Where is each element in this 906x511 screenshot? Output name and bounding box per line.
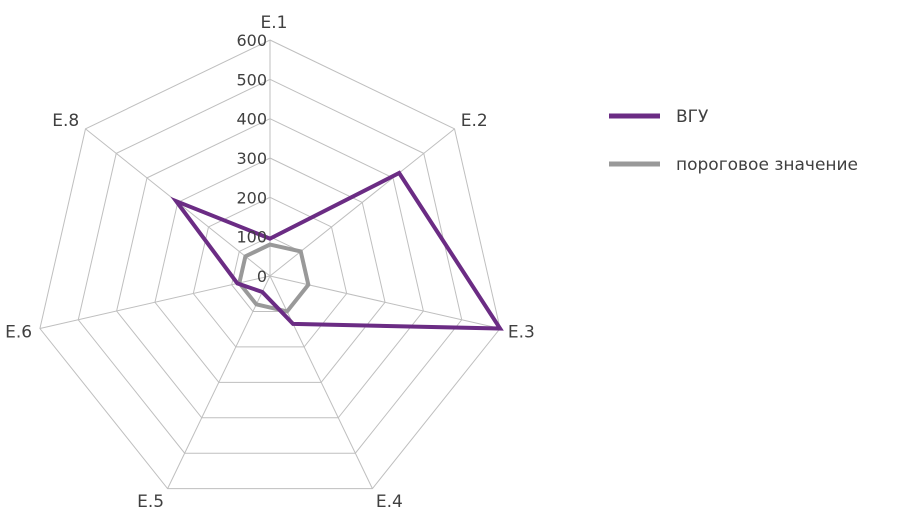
tick-label: 100 <box>236 228 267 247</box>
category-label: E.6 <box>5 323 32 343</box>
tick-label: 400 <box>236 110 267 129</box>
tick-label: 500 <box>236 70 267 89</box>
series-lines <box>170 170 504 331</box>
category-label: E.3 <box>508 323 535 343</box>
legend: ВГУ пороговое значение <box>609 107 858 175</box>
grid-ring <box>39 39 501 490</box>
tick-label: 600 <box>236 31 267 50</box>
axis-labels: E.1 E.2 E.3 E.4 E.5 E.6 E.8 <box>5 13 535 511</box>
category-label: E.5 <box>137 492 164 511</box>
grid-spoke <box>269 128 455 277</box>
grid-ring <box>116 118 424 419</box>
grid-ring <box>154 157 386 383</box>
category-label: E.2 <box>461 111 488 131</box>
legend-label-threshold: пороговое значение <box>676 155 858 175</box>
tick-labels: 0 100 200 300 400 500 600 <box>236 31 267 286</box>
series-line <box>237 242 311 314</box>
category-label: E.4 <box>376 492 403 511</box>
grid-spoke <box>269 275 501 330</box>
series-line <box>170 170 504 331</box>
grid-ring <box>77 78 463 454</box>
grid-spoke <box>167 275 271 489</box>
tick-label: 0 <box>257 267 267 286</box>
category-label: E.8 <box>52 111 79 131</box>
legend-label-vgu: ВГУ <box>676 107 709 127</box>
tick-label: 200 <box>236 188 267 207</box>
category-label: E.1 <box>261 13 288 33</box>
radar-grid <box>39 39 501 490</box>
grid-spoke <box>39 275 271 330</box>
tick-label: 300 <box>236 149 267 168</box>
